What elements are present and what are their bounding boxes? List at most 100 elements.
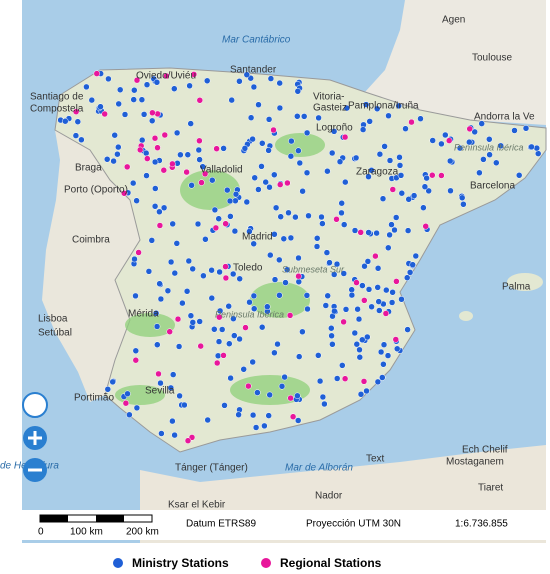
station (241, 145, 249, 152)
station (425, 187, 432, 195)
station (381, 143, 388, 150)
station (151, 158, 159, 166)
station (420, 204, 427, 211)
station (385, 244, 392, 252)
station (480, 156, 487, 163)
station (391, 226, 398, 234)
station (104, 386, 112, 393)
station (341, 375, 349, 382)
legend-marker (261, 558, 271, 568)
station (153, 323, 161, 330)
station (145, 268, 153, 275)
station (486, 136, 493, 143)
station (361, 262, 368, 270)
station (287, 234, 295, 242)
station (126, 411, 133, 419)
station (222, 274, 230, 282)
station (284, 179, 291, 187)
station (261, 422, 268, 430)
station (250, 83, 258, 91)
station (357, 229, 364, 236)
station (351, 329, 359, 337)
station (212, 224, 220, 232)
station (246, 228, 253, 235)
station (354, 305, 361, 313)
station (115, 100, 122, 108)
station (446, 157, 454, 165)
station (236, 335, 243, 343)
station (252, 424, 260, 431)
station (203, 77, 211, 85)
station (295, 272, 302, 280)
station (133, 197, 140, 204)
station (395, 102, 402, 110)
station (116, 86, 124, 94)
place-label: Braga (75, 163, 102, 174)
station (528, 143, 535, 151)
station (356, 346, 363, 354)
station (360, 378, 368, 385)
station (124, 390, 131, 398)
station (429, 137, 436, 144)
station (417, 115, 424, 122)
station (215, 215, 222, 222)
station (398, 189, 406, 197)
station (123, 163, 131, 171)
station (534, 150, 542, 157)
place-label: Tánger (Tánger) (175, 463, 248, 474)
station (155, 370, 162, 378)
layers-button[interactable] (22, 392, 48, 418)
station (208, 294, 216, 302)
place-label: Zaragoza (356, 167, 399, 178)
place-label: Setúbal (38, 328, 72, 339)
station (132, 356, 140, 364)
place-label: Mérida (128, 309, 159, 320)
station (187, 120, 194, 127)
station (152, 185, 159, 192)
station (274, 340, 281, 348)
station (352, 154, 360, 162)
place-label: Mostaganem (446, 457, 504, 468)
station (341, 133, 349, 141)
station (289, 413, 297, 420)
station (181, 401, 188, 409)
station (276, 292, 283, 299)
station (304, 305, 311, 313)
station (169, 371, 177, 378)
station (385, 112, 392, 120)
station (258, 163, 265, 170)
station (222, 220, 229, 227)
station (442, 131, 449, 139)
stations (57, 70, 542, 444)
place-label: Coimbra (72, 235, 110, 246)
station (285, 209, 292, 217)
station (392, 336, 400, 343)
station (131, 255, 138, 263)
station (404, 227, 412, 234)
station (152, 309, 160, 317)
station (466, 125, 473, 133)
station (333, 216, 340, 223)
station (300, 113, 308, 120)
station (376, 150, 384, 158)
station (365, 173, 372, 180)
station (173, 240, 181, 247)
station (208, 266, 215, 274)
station (196, 156, 203, 163)
station (365, 286, 373, 293)
datum: Datum ETRS89 (186, 519, 256, 530)
portugal (42, 130, 140, 402)
station (357, 391, 365, 398)
station (438, 140, 445, 148)
station (403, 274, 411, 281)
station (220, 145, 227, 152)
station (262, 178, 269, 186)
station (515, 172, 523, 179)
place-label: Portimão (74, 393, 114, 404)
station (101, 110, 108, 118)
station (174, 315, 182, 323)
station (493, 159, 500, 167)
station (375, 298, 382, 305)
station (240, 366, 247, 373)
